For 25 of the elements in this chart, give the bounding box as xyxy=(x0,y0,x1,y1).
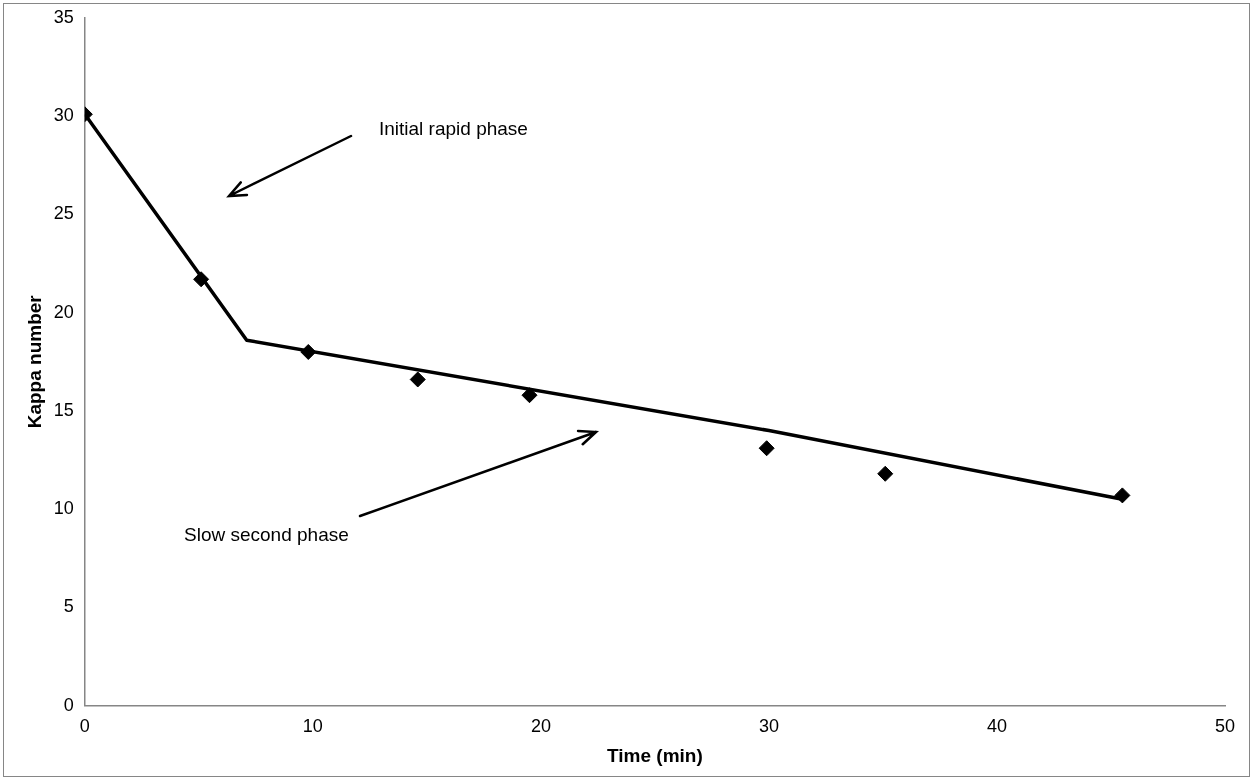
point xyxy=(300,343,317,360)
point xyxy=(409,371,426,388)
x-axis-title: Time (min) xyxy=(607,744,703,766)
y-tick-label: 30 xyxy=(53,105,74,126)
y-tick-label: 10 xyxy=(53,498,74,519)
y-tick-label: 15 xyxy=(53,399,74,420)
point xyxy=(521,387,538,404)
point xyxy=(877,465,894,482)
x-tick-label: 40 xyxy=(986,716,1007,737)
x-tick-label: 0 xyxy=(79,716,90,737)
y-tick-label: 25 xyxy=(53,203,74,224)
point xyxy=(193,271,210,288)
x-tick-label: 30 xyxy=(758,716,779,737)
annotation: Slow second phase xyxy=(184,524,349,545)
x-tick-label: 10 xyxy=(302,716,323,737)
y-axis-title: Kappa number xyxy=(23,294,45,429)
x-tick-label: 50 xyxy=(1214,716,1236,737)
y-tick-label: 0 xyxy=(63,694,74,715)
point xyxy=(758,440,775,457)
y-tick-label: 20 xyxy=(53,301,74,322)
y-tick-label: 35 xyxy=(53,6,74,27)
annotation: Initial rapid phase xyxy=(378,118,528,140)
y-tick-label: 5 xyxy=(63,596,74,617)
point xyxy=(1114,487,1131,504)
x-tick-label: 20 xyxy=(530,716,551,737)
